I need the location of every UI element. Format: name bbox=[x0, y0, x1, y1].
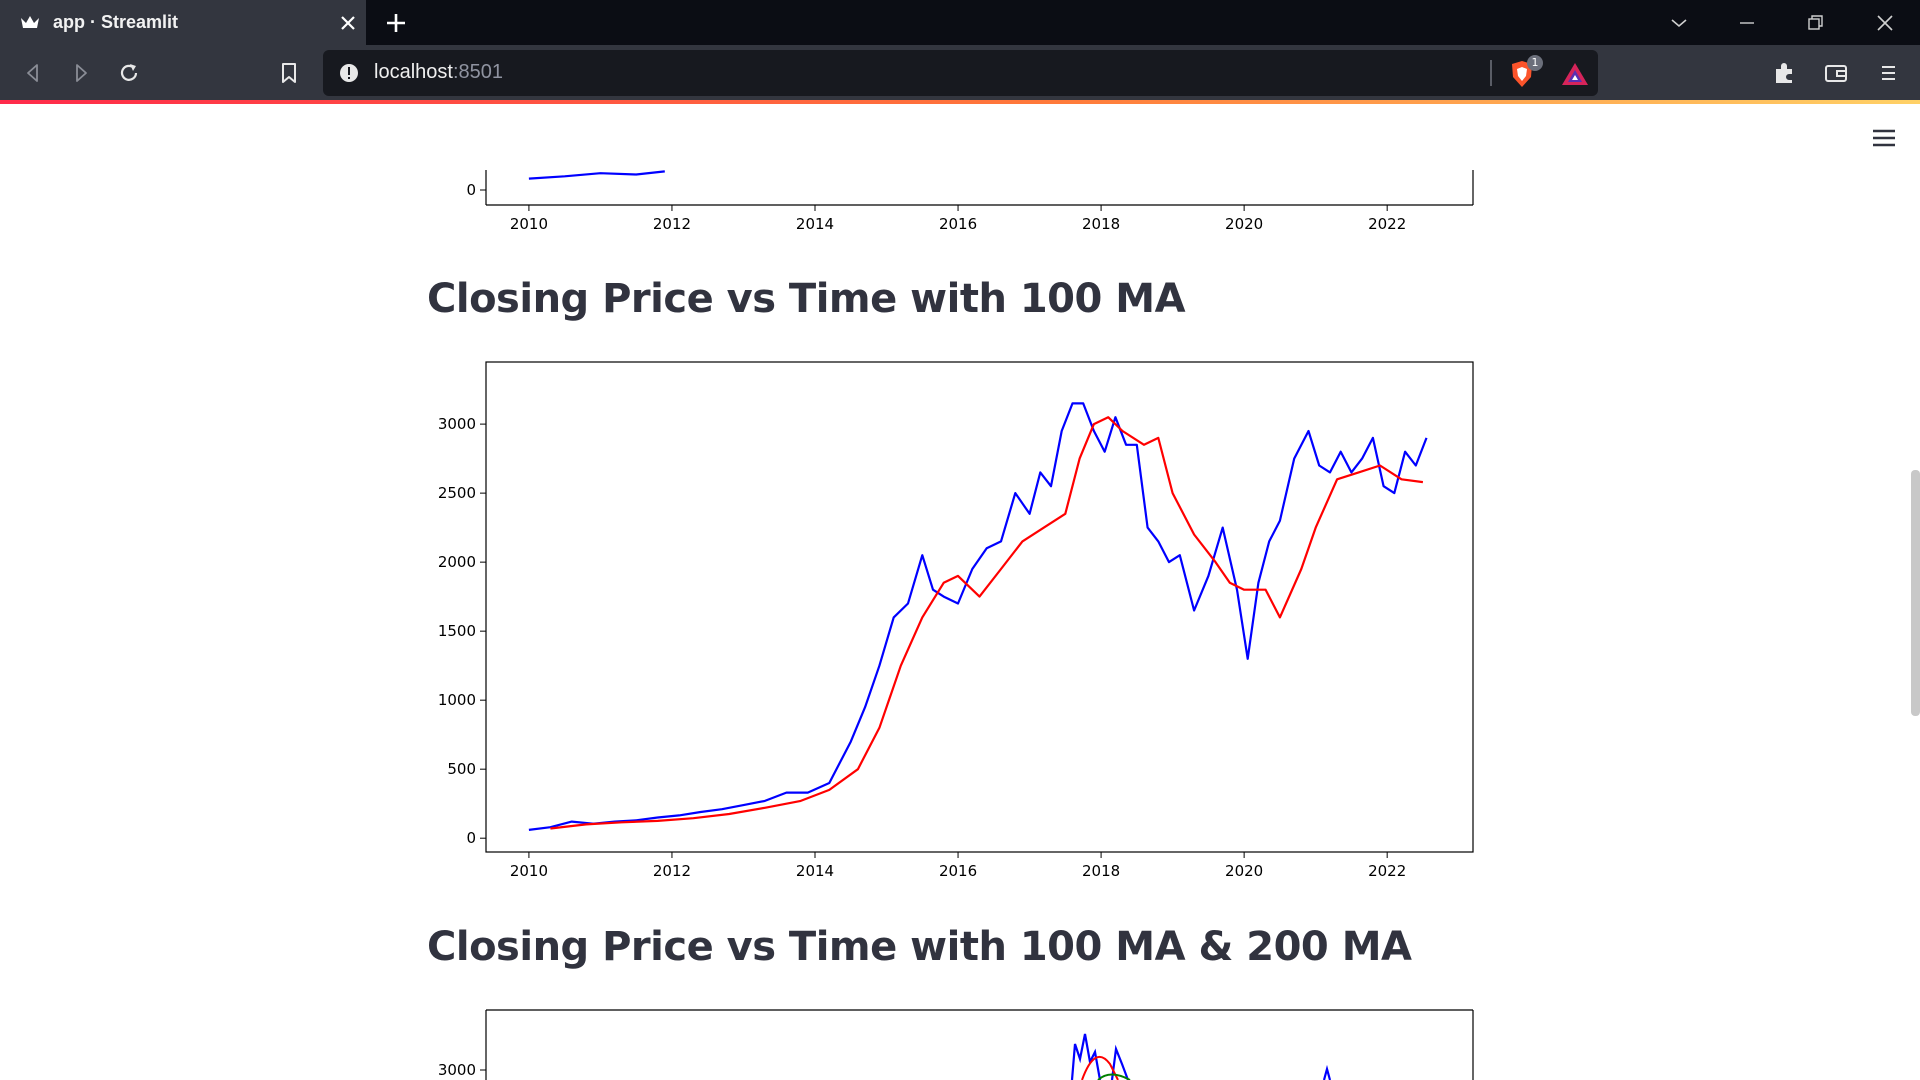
brave-shield-icon[interactable] bbox=[1508, 59, 1536, 89]
reload-icon[interactable] bbox=[116, 60, 142, 86]
x-tick-label: 2022 bbox=[1368, 215, 1406, 233]
closing-price-line bbox=[528, 170, 665, 180]
extensions-icon[interactable] bbox=[1771, 59, 1799, 87]
address-bar[interactable]: localhost:8501 1 bbox=[323, 50, 1598, 96]
x-tick-label: 2020 bbox=[1225, 862, 1263, 880]
url-host: localhost bbox=[374, 61, 453, 83]
x-tick-label: 2018 bbox=[1082, 215, 1120, 233]
y-tick-label: 3000 bbox=[438, 1061, 476, 1079]
new-tab-icon[interactable] bbox=[385, 12, 407, 34]
y-tick-label: 0 bbox=[466, 181, 476, 199]
browser-toolbar: localhost:8501 1 bbox=[0, 45, 1920, 100]
tab-search-chevron-icon[interactable] bbox=[1666, 10, 1692, 36]
closing-price-100ma-200ma-chart-partial: 3000 bbox=[438, 1009, 1474, 1080]
ma100-line bbox=[550, 416, 1424, 830]
x-tick-label: 2010 bbox=[510, 862, 548, 880]
y-tick-label: 0 bbox=[466, 829, 476, 847]
back-icon[interactable] bbox=[20, 60, 46, 86]
ma100-line bbox=[1081, 1055, 1119, 1080]
x-tick-label: 2018 bbox=[1082, 862, 1120, 880]
address-bar-divider bbox=[1490, 60, 1492, 86]
minimize-icon[interactable] bbox=[1734, 10, 1760, 36]
tab-title: app · Streamlit bbox=[53, 12, 179, 32]
y-tick-label: 1500 bbox=[438, 622, 476, 640]
brave-rewards-icon[interactable] bbox=[1560, 61, 1590, 87]
closing-price-100ma-chart: 2010 2012 2014 2016 2018 2020 2022 0 500 1000 1500… bbox=[438, 361, 1474, 880]
y-tick-label: 3000 bbox=[438, 415, 476, 433]
close-window-icon[interactable] bbox=[1872, 10, 1898, 36]
close-tab-icon[interactable] bbox=[339, 14, 357, 32]
x-tick-label: 2020 bbox=[1225, 215, 1263, 233]
plot-frame bbox=[485, 361, 1474, 853]
y-tick-label: 500 bbox=[447, 760, 476, 778]
y-tick-label: 2500 bbox=[438, 484, 476, 502]
closing-price-line bbox=[1070, 1033, 1332, 1080]
x-tick-label: 2014 bbox=[796, 215, 834, 233]
browser-tab[interactable]: app · Streamlit bbox=[0, 0, 366, 45]
x-tick-label: 2014 bbox=[796, 862, 834, 880]
x-tick-label: 2016 bbox=[939, 215, 977, 233]
forward-icon[interactable] bbox=[68, 60, 94, 86]
x-tick-label: 2016 bbox=[939, 862, 977, 880]
browser-menu-icon[interactable] bbox=[1874, 59, 1902, 87]
restore-icon[interactable] bbox=[1803, 10, 1829, 36]
top-chart-partial: 2010 2012 2014 2016 2018 2020 2022 0 bbox=[466, 170, 1474, 233]
hamburger-menu-icon[interactable] bbox=[1872, 128, 1896, 148]
x-tick-label: 2022 bbox=[1368, 862, 1406, 880]
bookmark-icon[interactable] bbox=[276, 60, 302, 86]
x-tick-label: 2012 bbox=[653, 862, 691, 880]
tab-bar: app · Streamlit bbox=[0, 0, 1920, 45]
url-port: :8501 bbox=[452, 61, 503, 83]
x-tick-label: 2010 bbox=[510, 215, 548, 233]
y-tick-label: 1000 bbox=[438, 691, 476, 709]
shield-count-badge: 1 bbox=[1527, 55, 1543, 71]
wallet-icon[interactable] bbox=[1822, 59, 1850, 87]
heading-100-ma: Closing Price vs Time with 100 MA bbox=[427, 276, 1186, 322]
y-tick-label: 2000 bbox=[438, 553, 476, 571]
streamlit-crown-icon bbox=[21, 16, 39, 28]
heading-100-200-ma: Closing Price vs Time with 100 MA & 200 … bbox=[427, 924, 1412, 970]
closing-price-line bbox=[528, 402, 1428, 831]
streamlit-page: Closing Price vs Time with 100 MA Closin… bbox=[0, 104, 1920, 1080]
ma200-line bbox=[1097, 1073, 1131, 1080]
page-scrollbar-thumb[interactable] bbox=[1911, 470, 1920, 716]
x-tick-label: 2012 bbox=[653, 215, 691, 233]
site-info-icon[interactable] bbox=[339, 63, 359, 83]
toolbar-accent-line bbox=[0, 100, 1920, 104]
url-text[interactable]: localhost:8501 bbox=[374, 61, 503, 84]
